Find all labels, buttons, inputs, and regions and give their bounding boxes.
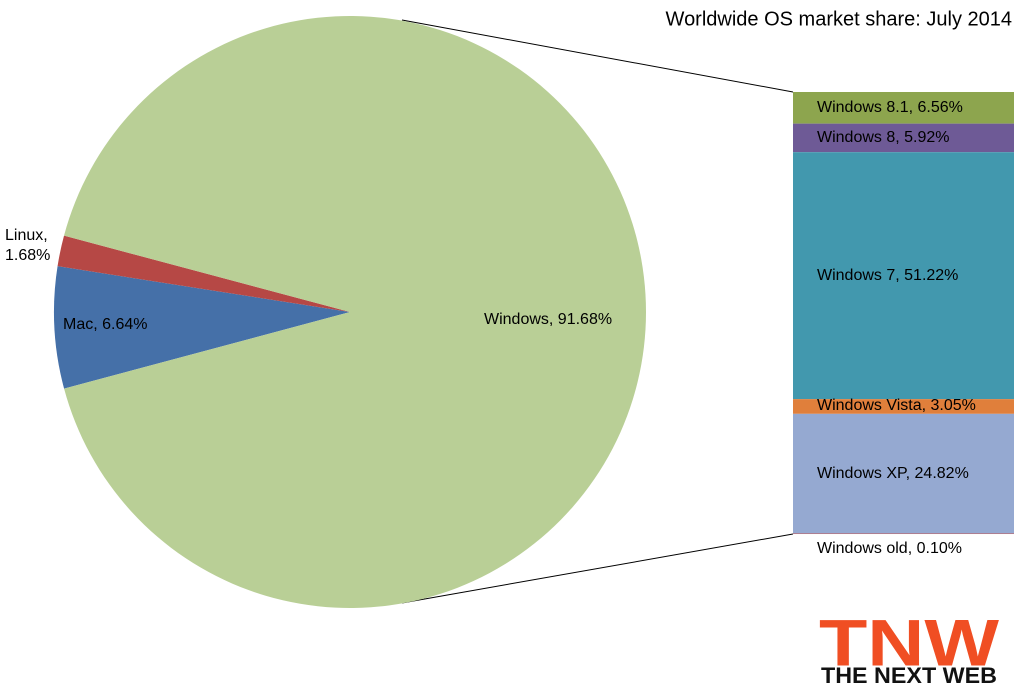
bar-segment — [793, 413, 1014, 534]
slice-label: Linux, 1.68% — [5, 227, 51, 264]
segment-label: Windows 7, 51.22% — [817, 266, 959, 284]
pie-slice — [54, 266, 350, 389]
segment-label: Windows old, 0.10% — [817, 540, 962, 557]
logo-name: THE NEXT WEB — [821, 663, 997, 688]
segment-label: Windows Vista, 3.05% — [817, 397, 976, 415]
bar-segment — [793, 399, 1014, 414]
chart-title: Worldwide OS market share: July 2014 — [666, 8, 1012, 30]
slice-label: Mac, 6.64% — [63, 316, 148, 333]
connector — [401, 19, 794, 93]
pie-slice — [64, 16, 647, 609]
bar-segment — [793, 533, 1014, 535]
slice-label: Windows, 91.68% — [484, 311, 613, 328]
connector — [401, 533, 794, 604]
bar-segment — [793, 123, 1014, 153]
pie-slice — [57, 235, 350, 312]
segment-label: Windows 8.1, 6.56% — [817, 98, 963, 116]
bar-segment — [793, 92, 1014, 124]
bar-segment — [793, 152, 1014, 400]
logo-mark: TNW — [819, 605, 1000, 679]
segment-label: Windows XP, 24.82% — [817, 464, 969, 482]
segment-label: Windows 8, 5.92% — [817, 128, 950, 146]
